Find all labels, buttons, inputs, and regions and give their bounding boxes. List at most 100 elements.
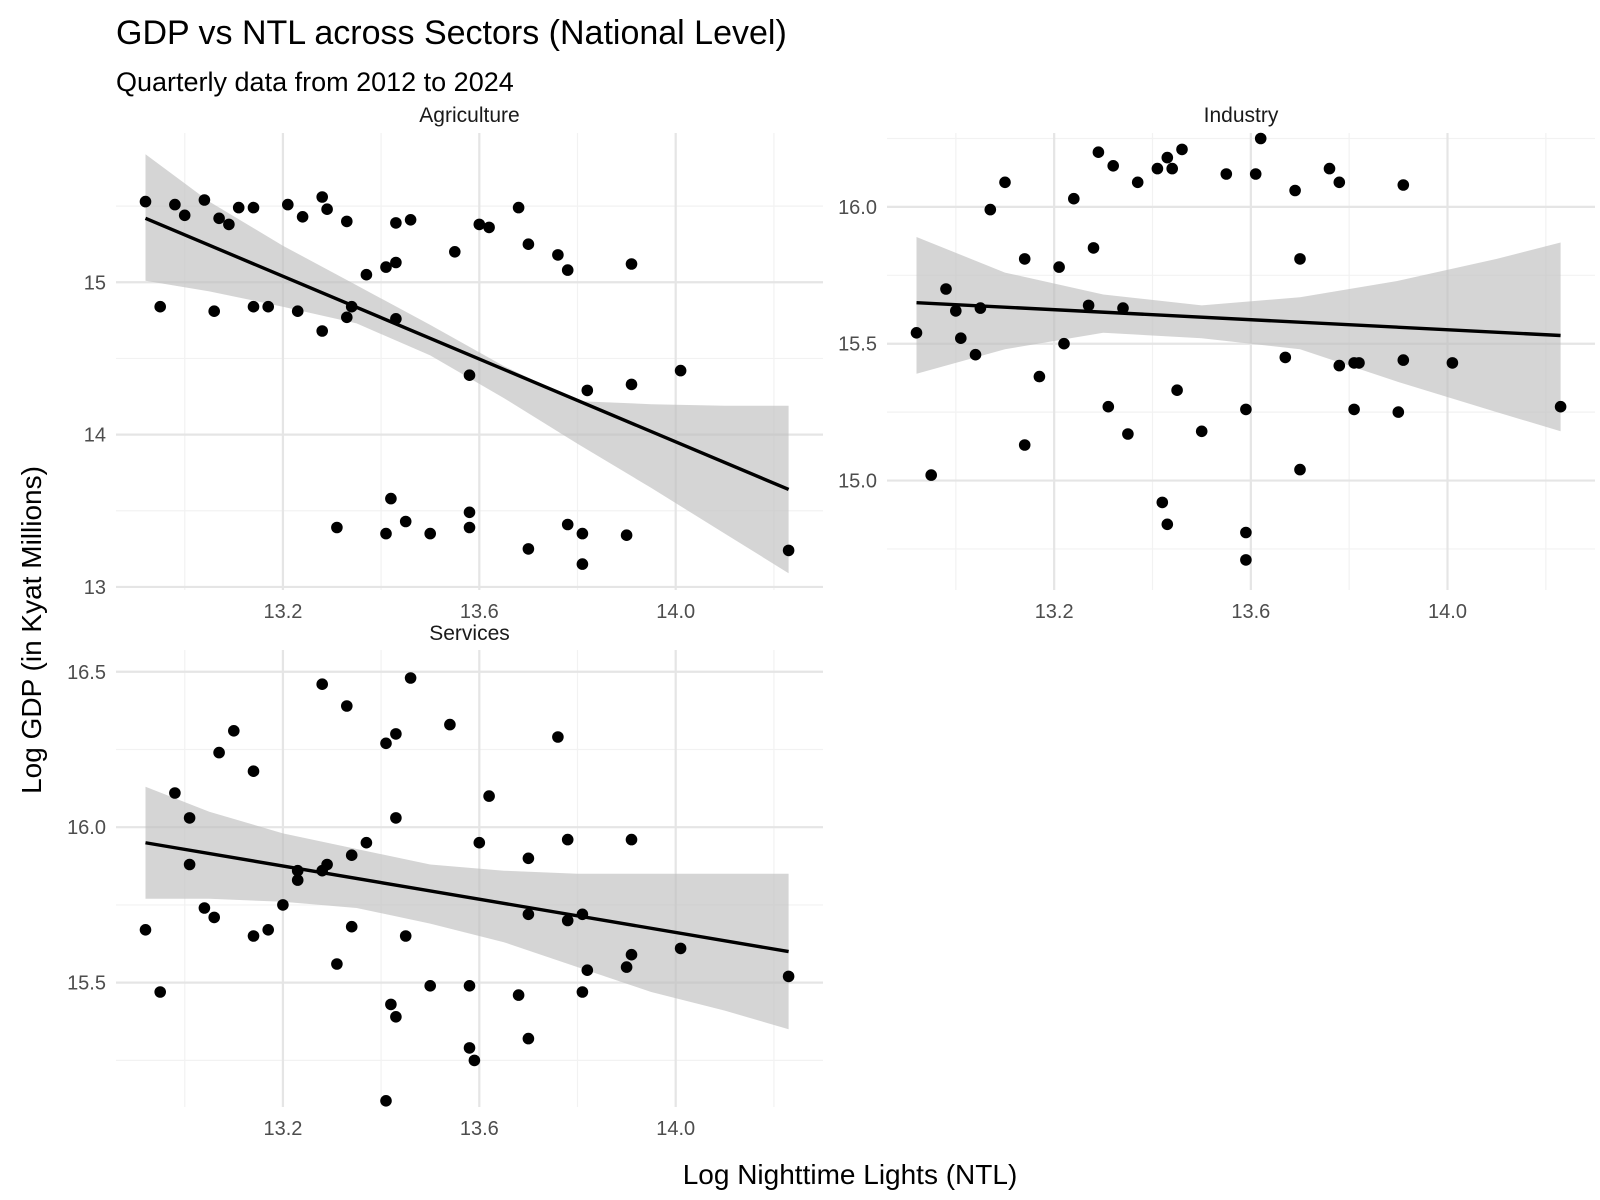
data-point [380, 737, 392, 750]
data-point [940, 283, 952, 295]
data-point [1092, 146, 1105, 158]
data-point [247, 201, 260, 214]
data-point [1058, 337, 1070, 350]
data-point [625, 378, 638, 391]
data-point [1240, 526, 1252, 539]
data-point [331, 521, 343, 534]
data-point [561, 914, 574, 927]
data-point [360, 268, 373, 281]
data-point [1068, 192, 1080, 205]
data-point [262, 300, 275, 313]
data-point [1166, 162, 1178, 175]
data-point [581, 964, 594, 976]
data-point [1397, 354, 1410, 366]
data-point [468, 1054, 481, 1067]
data-point [390, 217, 402, 229]
data-point [625, 258, 638, 270]
data-point [1122, 428, 1134, 440]
data-point [620, 529, 633, 541]
y-tick-label: 16.0 [67, 817, 106, 839]
regression-line-services [145, 841, 789, 954]
x-tick-label: 13.6 [460, 1118, 499, 1140]
data-point [1107, 160, 1119, 172]
data-point [321, 858, 333, 871]
facet-panels: Agriculture 13.2 13.6 14.0 13 14 15 Industry 13.… [67, 104, 1595, 1140]
data-point [1279, 351, 1292, 364]
data-point [483, 790, 495, 802]
data-point [576, 986, 589, 998]
data-point [139, 924, 152, 936]
x-tick-label: 13.2 [263, 1118, 302, 1140]
data-point [674, 364, 687, 377]
data-point [247, 765, 260, 777]
data-point [444, 718, 456, 731]
data-point [473, 218, 486, 231]
y-tick-label: 15.5 [838, 334, 877, 356]
data-point [561, 518, 574, 531]
data-point [552, 249, 564, 261]
data-point [331, 958, 343, 970]
data-point [463, 980, 476, 992]
data-point [316, 678, 329, 690]
data-point [552, 731, 564, 743]
data-point [404, 672, 417, 684]
x-tick-label: 14.0 [1428, 601, 1467, 623]
data-point [625, 948, 638, 961]
y-tick-label: 16.5 [67, 662, 106, 684]
data-point [1392, 406, 1405, 418]
data-point [512, 989, 525, 1001]
data-point [1249, 168, 1262, 180]
data-point [1289, 184, 1301, 197]
data-point [1176, 143, 1188, 156]
data-point [625, 833, 638, 846]
data-point [169, 787, 181, 799]
data-point [463, 521, 476, 534]
data-point [1348, 403, 1360, 416]
data-point [1333, 176, 1346, 189]
y-tick-label: 15.0 [838, 471, 877, 493]
data-point [999, 176, 1011, 189]
data-point [1082, 299, 1095, 312]
data-point [316, 191, 329, 203]
data-point [1033, 370, 1046, 383]
data-point [178, 209, 191, 222]
y-tick-label: 16.0 [838, 197, 877, 219]
data-point [183, 812, 196, 824]
data-point [1151, 162, 1164, 175]
x-tick-label: 13.2 [263, 601, 302, 623]
data-point [576, 558, 589, 570]
data-point [463, 1042, 476, 1054]
data-point [345, 920, 358, 933]
x-tick-label: 13.6 [460, 601, 499, 623]
data-point [228, 725, 240, 737]
data-point [154, 300, 166, 313]
data-point [208, 911, 220, 924]
data-point [247, 930, 260, 942]
data-point [154, 986, 166, 998]
data-point [341, 215, 353, 228]
data-point [345, 849, 358, 861]
confidence-band-industry [916, 237, 1561, 432]
x-tick-label: 14.0 [656, 1118, 695, 1140]
data-point [1171, 384, 1183, 397]
data-point [1323, 162, 1336, 175]
data-point [198, 902, 211, 914]
regression-line-agriculture [144, 216, 790, 492]
data-point [183, 858, 196, 871]
data-point [208, 305, 220, 318]
regression-line-industry [916, 300, 1561, 338]
x-tick-label: 13.6 [1231, 601, 1270, 623]
data-point [385, 998, 397, 1011]
data-point [925, 469, 937, 481]
data-point [139, 195, 152, 208]
data-point [1254, 132, 1267, 145]
x-tick-label: 13.2 [1035, 601, 1074, 623]
y-tick-label: 15.5 [67, 973, 106, 995]
data-point [955, 332, 967, 345]
data-point [620, 961, 633, 973]
data-point [169, 198, 181, 211]
data-point [561, 264, 574, 276]
data-point [1161, 518, 1174, 531]
y-tick-label: 15 [84, 272, 106, 294]
